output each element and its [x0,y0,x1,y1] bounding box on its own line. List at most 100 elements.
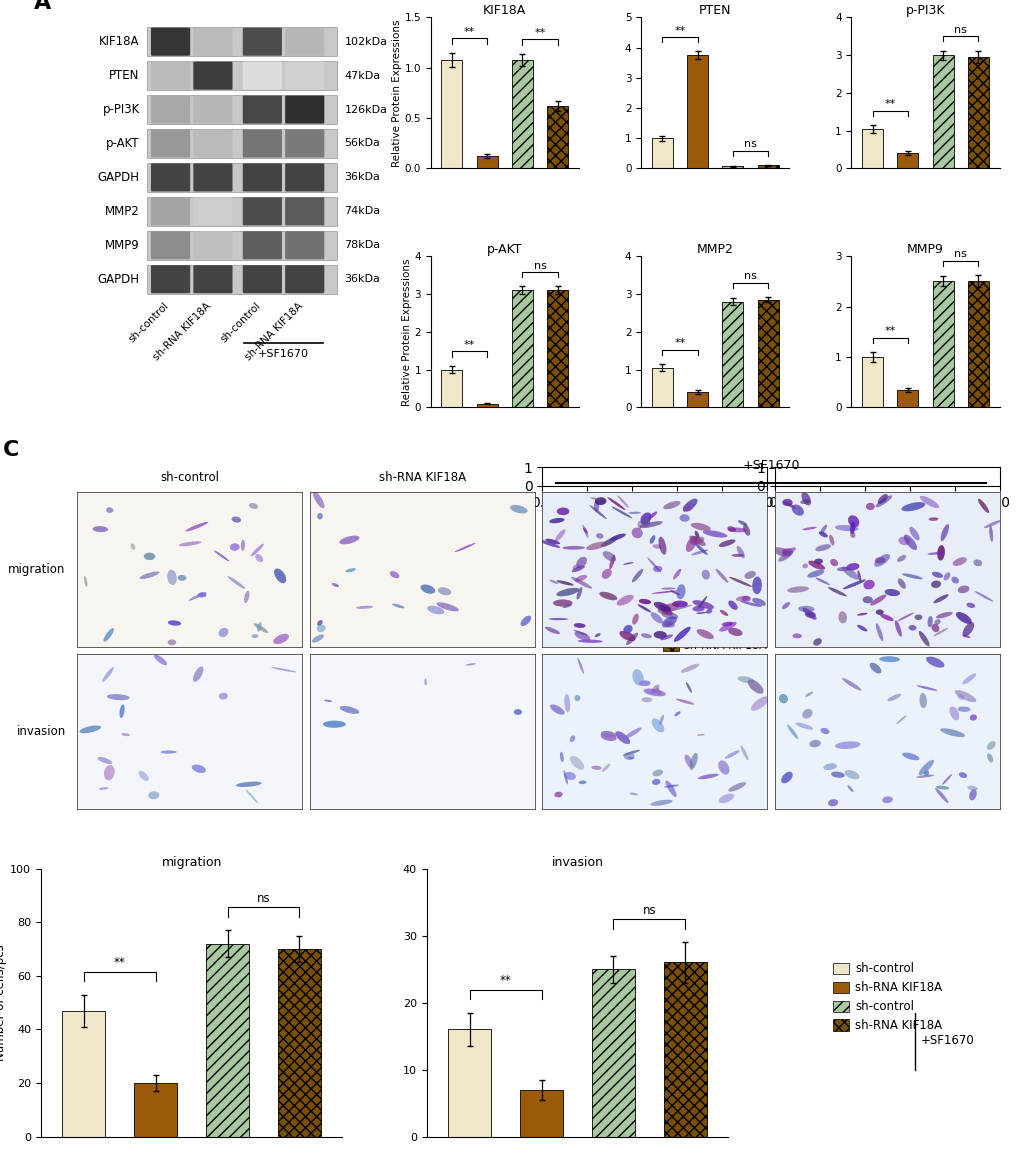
Bar [931,282,953,407]
Ellipse shape [161,750,176,754]
Ellipse shape [728,782,746,792]
Ellipse shape [918,759,933,775]
Ellipse shape [641,517,649,527]
Ellipse shape [689,535,705,546]
Ellipse shape [626,632,638,645]
Ellipse shape [650,800,672,805]
Ellipse shape [818,531,826,538]
Ellipse shape [556,580,573,585]
Text: sh-RNA KIF18A: sh-RNA KIF18A [151,300,213,362]
Ellipse shape [600,733,616,741]
Ellipse shape [98,757,112,764]
Ellipse shape [692,600,713,609]
FancyBboxPatch shape [285,129,324,158]
Ellipse shape [916,685,936,691]
Ellipse shape [837,567,848,571]
Ellipse shape [313,492,324,508]
FancyBboxPatch shape [243,129,281,158]
Ellipse shape [573,630,587,636]
Title: p-AKT: p-AKT [487,243,522,256]
Ellipse shape [751,577,761,594]
Ellipse shape [743,524,750,535]
Ellipse shape [574,575,587,582]
Ellipse shape [637,605,651,613]
Bar [721,301,743,407]
Ellipse shape [629,793,638,795]
Ellipse shape [801,526,816,530]
Ellipse shape [801,492,810,505]
Ellipse shape [623,752,634,760]
Ellipse shape [316,624,325,632]
Ellipse shape [926,552,942,555]
Text: 74kDa: 74kDa [344,207,380,216]
FancyBboxPatch shape [194,28,232,55]
FancyBboxPatch shape [194,61,232,90]
Ellipse shape [806,570,823,578]
Ellipse shape [812,638,821,646]
Ellipse shape [229,544,239,550]
Ellipse shape [246,789,258,803]
Ellipse shape [727,526,735,532]
Text: **: ** [464,27,475,37]
Text: **: ** [883,327,895,336]
Ellipse shape [692,606,704,612]
Bar [512,290,533,407]
Ellipse shape [958,772,966,778]
Ellipse shape [317,620,322,625]
Ellipse shape [104,765,114,780]
Ellipse shape [842,567,858,579]
Ellipse shape [813,559,822,564]
Ellipse shape [935,612,952,619]
Ellipse shape [600,730,615,739]
Ellipse shape [555,587,579,597]
Ellipse shape [957,706,970,712]
Ellipse shape [616,594,633,606]
Ellipse shape [802,608,816,620]
FancyBboxPatch shape [243,96,281,123]
Text: 36kDa: 36kDa [344,172,380,182]
Ellipse shape [679,515,689,522]
Text: KIF18A: KIF18A [99,35,140,48]
Ellipse shape [632,669,643,685]
Ellipse shape [651,684,659,694]
Ellipse shape [822,763,837,770]
Ellipse shape [185,522,208,532]
Ellipse shape [682,499,697,511]
Ellipse shape [957,694,964,700]
Ellipse shape [856,624,866,631]
Ellipse shape [590,497,602,501]
FancyBboxPatch shape [194,164,232,192]
Title: PTEN: PTEN [698,5,731,17]
FancyBboxPatch shape [194,231,232,260]
Title: p-PI3K: p-PI3K [905,5,945,17]
Ellipse shape [819,728,828,734]
Ellipse shape [570,756,584,770]
Ellipse shape [658,605,673,615]
Ellipse shape [940,728,964,737]
Ellipse shape [652,770,662,777]
Ellipse shape [548,518,564,523]
Ellipse shape [719,609,728,616]
Text: B: B [348,0,366,5]
Ellipse shape [599,592,616,600]
FancyBboxPatch shape [147,27,337,57]
Ellipse shape [977,499,988,514]
Ellipse shape [894,621,901,637]
Ellipse shape [896,715,906,725]
Bar [651,368,673,407]
Ellipse shape [874,495,892,508]
Ellipse shape [549,704,565,714]
Ellipse shape [79,726,101,733]
Ellipse shape [638,681,650,687]
Text: sh-control: sh-control [160,471,219,484]
Ellipse shape [669,591,680,595]
FancyBboxPatch shape [151,265,190,293]
Text: 56kDa: 56kDa [344,138,380,149]
Ellipse shape [715,569,728,583]
Ellipse shape [317,512,322,519]
Ellipse shape [741,595,750,601]
FancyBboxPatch shape [147,264,337,294]
Bar [546,106,568,168]
Ellipse shape [643,689,665,696]
FancyBboxPatch shape [285,231,324,260]
